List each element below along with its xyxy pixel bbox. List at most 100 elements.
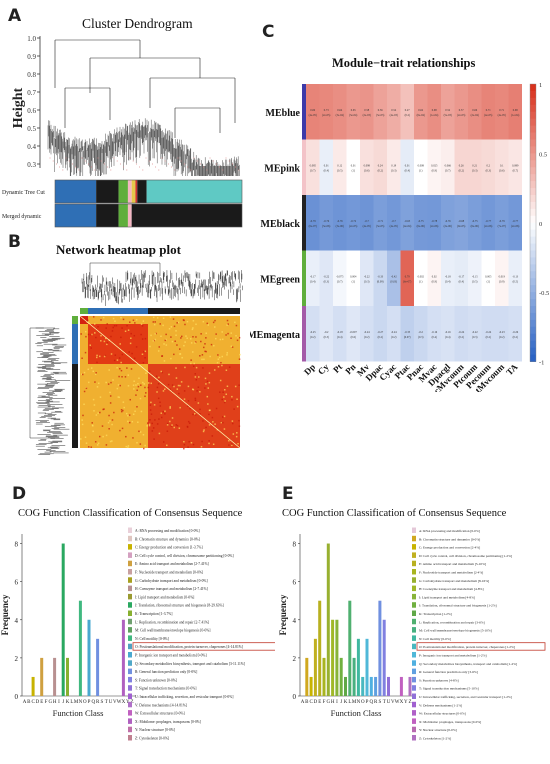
cell-value: (6e-06) xyxy=(471,225,479,228)
cell-value: (3e-06) xyxy=(322,225,330,228)
heatmap-speckle xyxy=(92,430,94,433)
heatmap-speckle xyxy=(120,369,123,372)
module-color-swatch xyxy=(302,250,306,306)
heatmap-speckle xyxy=(87,446,90,448)
heatmap-speckle xyxy=(160,412,163,414)
cell-value: 0.2 xyxy=(487,164,491,167)
heatmap-cell xyxy=(360,306,374,362)
heatmap-speckle xyxy=(174,340,176,342)
heatmap-speckle xyxy=(112,326,114,329)
leaf-dot xyxy=(119,163,121,165)
heatmap-cell xyxy=(319,250,333,306)
cluster-dendrogram: 1.0 0.9 0.8 0.7 0.6 0.5 0.4 0.3 Height Dynamic Tr… xyxy=(2,35,243,228)
heatmap-speckle xyxy=(201,440,203,443)
x-tick-label: D xyxy=(314,700,318,705)
leaf-dot xyxy=(151,163,153,165)
heatmap-speckle xyxy=(106,342,109,344)
heatmap-speckle xyxy=(136,389,138,392)
heatmap-speckle xyxy=(91,333,93,336)
cell-value: (1e-04) xyxy=(511,114,519,117)
heatmap-speckle xyxy=(99,396,102,398)
heatmap-speckle xyxy=(194,414,197,416)
heatmap-speckle xyxy=(123,406,125,409)
cell-value: -0.68 xyxy=(458,220,464,223)
heatmap-speckle xyxy=(125,412,128,415)
heatmap-speckle xyxy=(236,432,238,434)
heatmap-speckle xyxy=(225,369,228,371)
x-tick-label: S xyxy=(379,700,382,705)
cell-value: (4e-05) xyxy=(390,225,398,228)
heatmap-speckle xyxy=(204,350,206,353)
cell-value: (7e-07) xyxy=(498,225,506,228)
heatmap-speckle xyxy=(137,421,139,423)
scale-label: -0.5 xyxy=(539,290,549,297)
heatmap-speckle xyxy=(199,355,201,357)
bar xyxy=(87,619,91,696)
x-tick-label: G xyxy=(49,700,53,705)
heatmap-speckle xyxy=(204,377,207,380)
y-tick-label: 8 xyxy=(15,541,19,549)
cell-value: (0.6) xyxy=(364,169,369,172)
heatmap-speckle xyxy=(155,332,157,335)
heatmap-speckle xyxy=(171,424,173,426)
heatmap-speckle xyxy=(139,431,142,433)
heatmap-speckle xyxy=(187,400,190,402)
heatmap-speckle xyxy=(227,323,229,325)
heatmap-speckle xyxy=(194,342,196,344)
heatmap-speckle xyxy=(215,333,217,335)
x-tick-label: P xyxy=(366,700,369,705)
scale-segment xyxy=(530,118,536,127)
leaf-dot xyxy=(59,166,61,168)
heatmap-speckle xyxy=(99,355,101,358)
heatmap-speckle xyxy=(119,429,121,432)
heatmap-speckle xyxy=(159,405,162,407)
legend-entry: P: Inorganic ion transport and metabolis… xyxy=(419,654,487,658)
cell-value: 0.65 xyxy=(351,109,356,112)
x-tick-label: W xyxy=(117,700,122,705)
heatmap-speckle xyxy=(192,388,195,391)
heatmap-speckle xyxy=(173,325,176,328)
heatmap-speckle xyxy=(158,379,160,381)
legend-swatch xyxy=(412,643,416,650)
scale-label: 0 xyxy=(539,221,542,228)
heatmap-speckle xyxy=(127,420,129,423)
legend-entry: U: Intracellular trafficking, secretion,… xyxy=(419,695,512,700)
heatmap-cell xyxy=(441,250,455,306)
heatmap-speckle xyxy=(205,383,207,385)
heatmap-speckle xyxy=(121,427,124,430)
legend-entry: A: RNA processing and modification [0-0%… xyxy=(419,529,480,533)
module-bar-top xyxy=(88,308,148,314)
heatmap-speckle xyxy=(187,405,189,407)
heatmap-speckle xyxy=(97,412,99,414)
cell-value: 0.79 xyxy=(405,275,410,278)
legend-swatch xyxy=(128,735,132,741)
heatmap-speckle xyxy=(128,351,130,353)
legend-swatch xyxy=(412,726,416,733)
leaf-dot xyxy=(203,166,205,168)
heatmap-speckle xyxy=(144,356,146,359)
legend-entry: Z: Cytoskeleton [0-0%] xyxy=(135,737,169,741)
heatmap-speckle xyxy=(105,337,107,340)
heatmap-speckle xyxy=(204,387,206,389)
heatmap-speckle xyxy=(153,339,155,342)
heatmap-speckle xyxy=(230,332,233,334)
leaf-dot xyxy=(219,166,221,168)
heatmap-speckle xyxy=(135,384,137,386)
x-tick-label: E xyxy=(318,700,321,705)
cell-value: -0.22 xyxy=(323,275,329,278)
legend-entry: R: General function prediction only [3-6… xyxy=(419,670,478,674)
legend-swatch xyxy=(128,710,132,716)
heatmap-speckle xyxy=(125,435,127,438)
heatmap-speckle xyxy=(105,444,108,446)
cell-value: 0.01 xyxy=(405,164,410,167)
heatmap-speckle xyxy=(184,366,186,369)
heatmap-cell xyxy=(360,250,374,306)
heatmap-speckle xyxy=(223,389,226,391)
cell-value: -0.16 xyxy=(431,331,437,334)
scale-segment xyxy=(530,215,536,224)
heatmap-cell xyxy=(360,84,374,140)
x-tick-label: Z xyxy=(131,700,134,705)
heatmap-speckle xyxy=(165,333,167,336)
heatmap-speckle xyxy=(207,324,210,326)
legend-entry: Q: Secondary metabolites biosynthesis, t… xyxy=(135,662,245,667)
